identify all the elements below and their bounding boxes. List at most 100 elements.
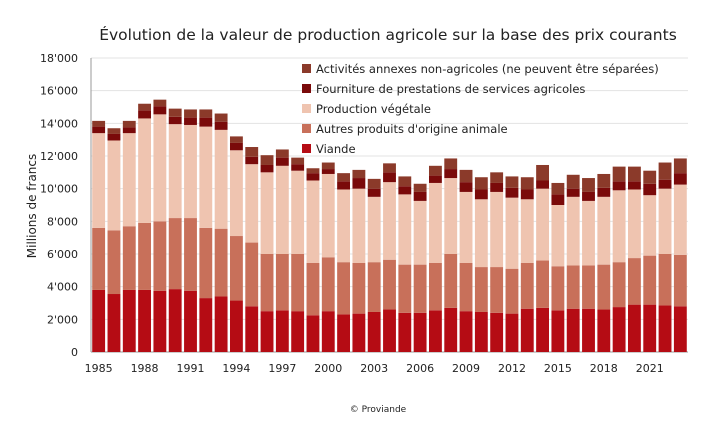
bar-segment-2018-0	[597, 309, 611, 352]
y-tick-label: 18'000	[40, 52, 78, 65]
bar-segment-2021-3	[643, 183, 657, 196]
bar-segment-1993-0	[214, 296, 228, 352]
bar-segment-2017-2	[582, 200, 595, 266]
bar-segment-2014-2	[536, 188, 550, 261]
bar-segment-2009-1	[459, 262, 473, 312]
bar-segment-2021-2	[643, 195, 657, 256]
bar-segment-2022-1	[658, 254, 672, 306]
bar-segment-2016-1	[566, 265, 580, 309]
bar-segment-1996-2	[260, 172, 274, 254]
bar-segment-2010-4	[474, 177, 488, 190]
x-tick-label: 1991	[177, 362, 205, 375]
bar-segment-1996-0	[260, 311, 274, 352]
bar-segment-2019-2	[612, 190, 626, 263]
bar-segment-2005-3	[398, 186, 412, 195]
bar-segment-1991-1	[184, 218, 197, 291]
bar-segment-1991-4	[184, 109, 197, 118]
bar-segment-2012-0	[505, 313, 519, 352]
bar-segment-2015-0	[551, 310, 565, 352]
bar-segment-1986-4	[107, 128, 121, 134]
bar-segment-2010-1	[474, 267, 488, 312]
bar-segment-1990-2	[168, 124, 182, 219]
bar-segment-2016-2	[566, 196, 580, 266]
bar-segment-1989-3	[153, 106, 167, 115]
bar-segment-2013-1	[520, 262, 534, 309]
bar-segment-1991-2	[184, 124, 197, 219]
bar-segment-1999-1	[306, 262, 320, 316]
bar-segment-2000-1	[321, 257, 335, 312]
chart-title: Évolution de la valeur de production agr…	[99, 25, 677, 44]
bar-segment-1987-4	[122, 120, 136, 128]
bar-segment-2019-3	[612, 181, 626, 191]
footer-credit: © Proviande	[350, 405, 407, 415]
bar-segment-2014-3	[536, 180, 550, 189]
bar-segment-1986-1	[107, 230, 121, 295]
bar-segment-1986-0	[107, 294, 121, 352]
bar-segment-1999-0	[306, 315, 320, 352]
bar-segment-2022-0	[658, 305, 672, 352]
bar-segment-1985-2	[92, 133, 106, 228]
x-tick-label: 2003	[360, 362, 388, 375]
bar-segment-2002-0	[352, 313, 366, 352]
bar-segment-2020-0	[627, 304, 641, 352]
bar-segment-2020-2	[627, 189, 641, 259]
bar-segment-2021-0	[643, 304, 657, 352]
bar-segment-2015-3	[551, 194, 565, 205]
bar-segment-2005-4	[398, 176, 412, 187]
bar-segment-1992-0	[199, 298, 213, 352]
bar-segment-1987-1	[122, 226, 136, 290]
bar-segment-1996-1	[260, 254, 274, 312]
bar-segment-2017-0	[582, 308, 595, 352]
x-tick-label: 2009	[452, 362, 480, 375]
bar-segment-1987-2	[122, 133, 136, 227]
bar-segment-1988-1	[138, 222, 152, 290]
legend-swatch	[302, 104, 311, 113]
bar-segment-2017-3	[582, 191, 595, 201]
bar-segment-1990-1	[168, 218, 182, 290]
bar-segment-1997-2	[275, 165, 289, 254]
bar-segment-2022-3	[658, 179, 672, 189]
legend-label: Production végétale	[316, 102, 431, 116]
bar-segment-2000-2	[321, 173, 335, 258]
bar-segment-2012-2	[505, 197, 519, 269]
bar-segment-2018-2	[597, 196, 611, 265]
bar-segment-2023-4	[673, 158, 687, 174]
bar-segment-1998-1	[291, 254, 305, 312]
bar-segment-2014-4	[536, 164, 550, 181]
bar-segment-1992-3	[199, 117, 213, 127]
bar-segment-1993-3	[214, 121, 228, 130]
bar-segment-1988-0	[138, 289, 152, 352]
bar-segment-2013-4	[520, 177, 534, 190]
bar-segment-2003-1	[367, 262, 381, 312]
bar-segment-2004-3	[383, 172, 396, 183]
bar-segment-2023-0	[673, 306, 687, 352]
bar-segment-2008-2	[444, 178, 458, 254]
bar-segment-1996-4	[260, 155, 274, 165]
bar-segment-2006-0	[413, 312, 427, 352]
bar-segment-2013-0	[520, 308, 534, 352]
bar-segment-1986-2	[107, 140, 121, 231]
bar-segment-2006-1	[413, 264, 427, 313]
bar-segment-1998-2	[291, 170, 305, 254]
bar-segment-1985-4	[92, 120, 106, 127]
bar-segment-2005-1	[398, 264, 412, 313]
bar-segment-2011-3	[490, 182, 504, 192]
y-tick-label: 2'000	[47, 313, 78, 326]
x-tick-label: 2012	[498, 362, 526, 375]
legend-swatch	[302, 64, 311, 73]
bar-segment-2002-4	[352, 169, 366, 179]
bar-segment-1985-1	[92, 227, 106, 290]
bar-segment-2004-4	[383, 163, 396, 173]
bar-segment-1987-0	[122, 289, 136, 352]
bar-segment-2009-4	[459, 169, 473, 183]
bar-segment-2003-2	[367, 196, 381, 263]
bar-segment-2002-1	[352, 262, 366, 314]
x-tick-label: 2000	[314, 362, 342, 375]
legend-label: Autres produits d'origine animale	[316, 122, 508, 136]
bar-segment-2007-4	[428, 165, 442, 176]
bar-segment-1991-0	[184, 290, 197, 352]
bar-segment-1990-3	[168, 116, 182, 125]
y-tick-label: 10'000	[40, 183, 78, 196]
bar-segment-1997-3	[275, 157, 289, 166]
